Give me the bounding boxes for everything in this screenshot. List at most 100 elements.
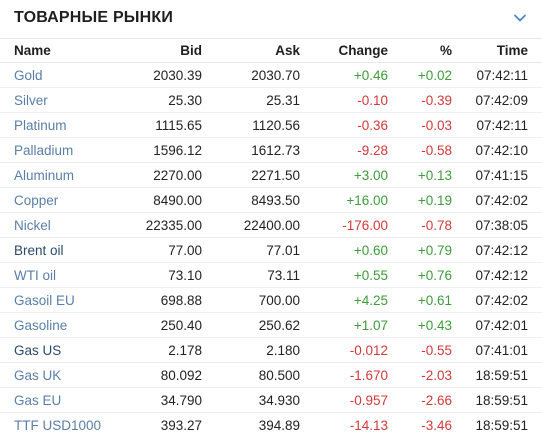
instrument-link[interactable]: Gasoil EU xyxy=(14,293,75,308)
chevron-down-icon[interactable] xyxy=(512,10,528,26)
percent-change-value: -2.03 xyxy=(388,363,452,388)
time-value: 07:42:11 xyxy=(452,63,542,88)
bid-value: 250.40 xyxy=(120,313,202,338)
time-value: 07:42:02 xyxy=(452,288,542,313)
bid-value: 698.88 xyxy=(120,288,202,313)
time-value: 07:42:09 xyxy=(452,88,542,113)
time-value: 07:41:01 xyxy=(452,338,542,363)
percent-change-value: -0.58 xyxy=(388,138,452,163)
ask-value: 2271.50 xyxy=(202,163,300,188)
percent-change-value: -0.78 xyxy=(388,213,452,238)
instrument-link[interactable]: Gas EU xyxy=(14,393,61,408)
widget-header: ТОВАРНЫЕ РЫНКИ xyxy=(0,0,542,38)
instrument-cell: Gasoline xyxy=(0,313,120,338)
change-value: +1.07 xyxy=(300,313,388,338)
percent-change-value: +0.43 xyxy=(388,313,452,338)
column-header-ask[interactable]: Ask xyxy=(202,39,300,63)
instrument-cell: Gold xyxy=(0,63,120,88)
instrument-link[interactable]: Gasoline xyxy=(14,318,67,333)
column-header-time[interactable]: Time xyxy=(452,39,542,63)
time-value: 07:41:15 xyxy=(452,163,542,188)
instrument-link[interactable]: Gas US xyxy=(14,343,61,358)
instrument-link[interactable]: Gold xyxy=(14,68,43,83)
bid-value: 2270.00 xyxy=(120,163,202,188)
time-value: 18:59:51 xyxy=(452,388,542,413)
ask-value: 8493.50 xyxy=(202,188,300,213)
instrument-link[interactable]: WTI oil xyxy=(14,268,56,283)
instrument-cell: Gas US xyxy=(0,338,120,363)
percent-change-value: +0.19 xyxy=(388,188,452,213)
instrument-link[interactable]: Palladium xyxy=(14,143,73,158)
percent-change-value: -0.55 xyxy=(388,338,452,363)
ask-value: 25.31 xyxy=(202,88,300,113)
column-header-percent[interactable]: % xyxy=(388,39,452,63)
widget-title: ТОВАРНЫЕ РЫНКИ xyxy=(14,9,173,27)
bid-value: 22335.00 xyxy=(120,213,202,238)
bid-value: 34.790 xyxy=(120,388,202,413)
time-value: 07:42:12 xyxy=(452,263,542,288)
ask-value: 700.00 xyxy=(202,288,300,313)
instrument-link[interactable]: Copper xyxy=(14,193,58,208)
instrument-link[interactable]: Brent oil xyxy=(14,243,64,258)
instrument-cell: Platinum xyxy=(0,113,120,138)
instrument-cell: Aluminum xyxy=(0,163,120,188)
time-value: 07:42:12 xyxy=(452,238,542,263)
instrument-link[interactable]: Platinum xyxy=(14,118,67,133)
change-value: -0.36 xyxy=(300,113,388,138)
percent-change-value: +0.79 xyxy=(388,238,452,263)
instrument-cell: Silver xyxy=(0,88,120,113)
bid-value: 8490.00 xyxy=(120,188,202,213)
column-header-bid[interactable]: Bid xyxy=(120,39,202,63)
ask-value: 250.62 xyxy=(202,313,300,338)
percent-change-value: +0.02 xyxy=(388,63,452,88)
change-value: -1.670 xyxy=(300,363,388,388)
instrument-cell: Copper xyxy=(0,188,120,213)
time-value: 07:42:01 xyxy=(452,313,542,338)
instrument-link[interactable]: Nickel xyxy=(14,218,51,233)
instrument-link[interactable]: Aluminum xyxy=(14,168,74,183)
percent-change-value: +0.76 xyxy=(388,263,452,288)
percent-change-value: +0.61 xyxy=(388,288,452,313)
change-value: -0.10 xyxy=(300,88,388,113)
time-value: 07:42:10 xyxy=(452,138,542,163)
instrument-link[interactable]: Silver xyxy=(14,93,48,108)
ask-value: 394.89 xyxy=(202,413,300,437)
percent-change-value: -2.66 xyxy=(388,388,452,413)
time-value: 07:42:02 xyxy=(452,188,542,213)
change-value: -0.957 xyxy=(300,388,388,413)
instrument-link[interactable]: TTF USD1000 xyxy=(14,418,101,433)
column-header-name[interactable]: Name xyxy=(0,39,120,63)
bid-value: 80.092 xyxy=(120,363,202,388)
instrument-cell: Gasoil EU xyxy=(0,288,120,313)
change-value: -9.28 xyxy=(300,138,388,163)
instrument-link[interactable]: Gas UK xyxy=(14,368,61,383)
column-header-change[interactable]: Change xyxy=(300,39,388,63)
change-value: +0.60 xyxy=(300,238,388,263)
percent-change-value: -0.39 xyxy=(388,88,452,113)
change-value: +0.55 xyxy=(300,263,388,288)
change-value: -176.00 xyxy=(300,213,388,238)
change-value: +4.25 xyxy=(300,288,388,313)
instrument-cell: Nickel xyxy=(0,213,120,238)
bid-value: 77.00 xyxy=(120,238,202,263)
time-value: 07:38:05 xyxy=(452,213,542,238)
percent-change-value: -0.03 xyxy=(388,113,452,138)
time-value: 18:59:51 xyxy=(452,413,542,437)
percent-change-value: -3.46 xyxy=(388,413,452,437)
instrument-cell: TTF USD1000 xyxy=(0,413,120,437)
change-value: +16.00 xyxy=(300,188,388,213)
percent-change-value: +0.13 xyxy=(388,163,452,188)
instrument-cell: Gas EU xyxy=(0,388,120,413)
bid-value: 1115.65 xyxy=(120,113,202,138)
